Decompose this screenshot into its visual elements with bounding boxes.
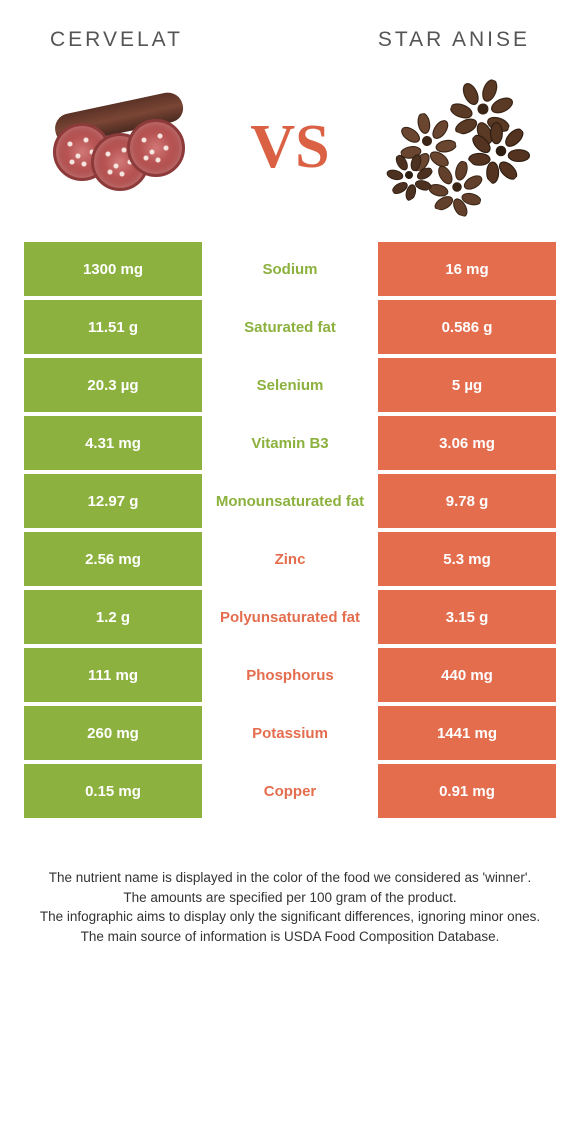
footer-line: The infographic aims to display only the… xyxy=(32,907,548,927)
value-left: 11.51 g xyxy=(24,300,202,354)
table-row: 1300 mgSodium16 mg xyxy=(24,242,556,296)
value-left: 111 mg xyxy=(24,648,202,702)
table-row: 1.2 gPolyunsaturated fat3.15 g xyxy=(24,590,556,644)
value-left: 2.56 mg xyxy=(24,532,202,586)
table-row: 0.15 mgCopper0.91 mg xyxy=(24,764,556,818)
footer-notes: The nutrient name is displayed in the co… xyxy=(0,822,580,946)
nutrient-label: Monounsaturated fat xyxy=(202,474,378,528)
value-right: 16 mg xyxy=(378,242,556,296)
nutrient-label: Potassium xyxy=(202,706,378,760)
value-right: 1441 mg xyxy=(378,706,556,760)
salami-slice-icon xyxy=(127,119,185,177)
footer-line: The nutrient name is displayed in the co… xyxy=(32,868,548,888)
value-right: 5 µg xyxy=(378,358,556,412)
footer-line: The main source of information is USDA F… xyxy=(32,927,548,947)
table-row: 2.56 mgZinc5.3 mg xyxy=(24,532,556,586)
value-right: 9.78 g xyxy=(378,474,556,528)
images-row: VS xyxy=(0,62,580,242)
value-left: 1300 mg xyxy=(24,242,202,296)
table-row: 11.51 gSaturated fat0.586 g xyxy=(24,300,556,354)
nutrient-label: Vitamin B3 xyxy=(202,416,378,470)
value-left: 260 mg xyxy=(24,706,202,760)
food-left-title: CERVELAT xyxy=(50,28,183,52)
value-right: 0.91 mg xyxy=(378,764,556,818)
table-row: 12.97 gMonounsaturated fat9.78 g xyxy=(24,474,556,528)
nutrient-label: Saturated fat xyxy=(202,300,378,354)
value-left: 1.2 g xyxy=(24,590,202,644)
nutrient-label: Selenium xyxy=(202,358,378,412)
header: CERVELAT STAR ANISE xyxy=(0,0,580,62)
table-row: 4.31 mgVitamin B33.06 mg xyxy=(24,416,556,470)
value-left: 12.97 g xyxy=(24,474,202,528)
nutrient-label: Zinc xyxy=(202,532,378,586)
nutrient-label: Phosphorus xyxy=(202,648,378,702)
vs-label: VS xyxy=(250,112,329,183)
value-left: 20.3 µg xyxy=(24,358,202,412)
cervelat-image xyxy=(34,77,204,217)
footer-line: The amounts are specified per 100 gram o… xyxy=(32,888,548,908)
value-left: 4.31 mg xyxy=(24,416,202,470)
table-row: 111 mgPhosphorus440 mg xyxy=(24,648,556,702)
table-row: 260 mgPotassium1441 mg xyxy=(24,706,556,760)
value-left: 0.15 mg xyxy=(24,764,202,818)
value-right: 0.586 g xyxy=(378,300,556,354)
nutrient-label: Sodium xyxy=(202,242,378,296)
value-right: 440 mg xyxy=(378,648,556,702)
value-right: 5.3 mg xyxy=(378,532,556,586)
nutrient-table: 1300 mgSodium16 mg11.51 gSaturated fat0.… xyxy=(0,242,580,818)
food-right-title: STAR ANISE xyxy=(378,28,530,52)
value-right: 3.15 g xyxy=(378,590,556,644)
nutrient-label: Copper xyxy=(202,764,378,818)
star-anise-image xyxy=(376,77,546,217)
nutrient-label: Polyunsaturated fat xyxy=(202,590,378,644)
table-row: 20.3 µgSelenium5 µg xyxy=(24,358,556,412)
value-right: 3.06 mg xyxy=(378,416,556,470)
